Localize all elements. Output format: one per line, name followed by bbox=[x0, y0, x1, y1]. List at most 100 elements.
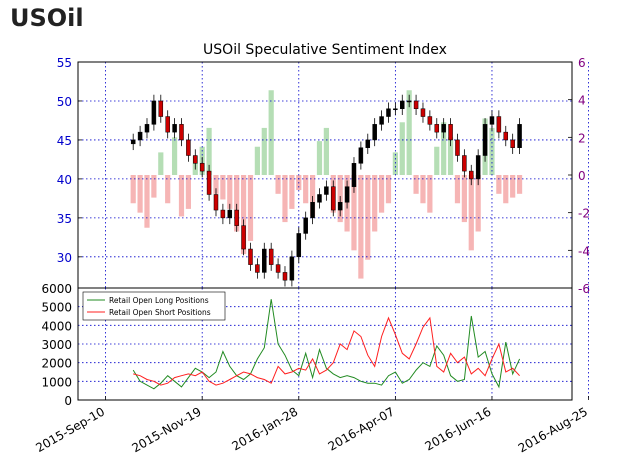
price-candle bbox=[455, 139, 460, 156]
short-sentiment-bar bbox=[144, 175, 150, 228]
long-sentiment-bar bbox=[316, 141, 323, 175]
positions-tick-label: 3000 bbox=[41, 338, 72, 352]
price-candle bbox=[310, 202, 315, 219]
long-positions-line bbox=[132, 299, 521, 390]
short-sentiment-bar bbox=[227, 175, 233, 209]
price-candle bbox=[165, 116, 170, 133]
short-sentiment-bar bbox=[378, 175, 385, 213]
positions-tick-label: 4000 bbox=[41, 319, 72, 333]
price-candle bbox=[206, 170, 212, 195]
sentiment-tick-label: 6 bbox=[578, 56, 586, 70]
short-sentiment-bar bbox=[303, 175, 309, 204]
price-candle bbox=[268, 248, 274, 265]
short-sentiment-bar bbox=[468, 175, 474, 251]
price-candle bbox=[130, 139, 136, 145]
price-candle bbox=[372, 124, 377, 141]
short-sentiment-bar bbox=[461, 175, 467, 223]
price-candle bbox=[227, 209, 233, 219]
price-candle bbox=[296, 233, 302, 258]
long-sentiment-bar bbox=[399, 122, 405, 175]
short-sentiment-bar bbox=[309, 175, 316, 217]
x-tick-label: 2016-Jan-28 bbox=[230, 404, 301, 453]
x-tick-label: 2015-Sep-10 bbox=[33, 404, 107, 455]
price-candle bbox=[351, 163, 357, 187]
short-sentiment-bar bbox=[454, 175, 461, 204]
price-candle bbox=[503, 131, 509, 141]
price-candle bbox=[475, 155, 481, 180]
price-candle bbox=[234, 209, 239, 226]
price-candle bbox=[462, 155, 467, 172]
price-tick-label: 40 bbox=[57, 173, 72, 187]
price-tick-label: 30 bbox=[57, 251, 72, 265]
price-candle bbox=[413, 100, 419, 110]
long-sentiment-bar bbox=[434, 146, 440, 175]
short-sentiment-bar bbox=[220, 175, 226, 200]
price-candle bbox=[379, 116, 384, 125]
short-sentiment-bar bbox=[510, 175, 516, 198]
price-tick-label: 35 bbox=[57, 212, 72, 226]
price-candle bbox=[275, 264, 281, 273]
price-candle bbox=[365, 139, 371, 148]
price-candle bbox=[510, 139, 515, 148]
price-candle bbox=[331, 186, 336, 211]
positions-plot-frame bbox=[77, 287, 573, 401]
legend-label: Retail Open Short Positions bbox=[109, 308, 211, 317]
long-sentiment-bar bbox=[206, 127, 212, 175]
long-sentiment-bar bbox=[254, 146, 260, 175]
price-candle bbox=[386, 108, 391, 117]
price-panel: 30 35 40 45 50 55 -6 -4 -2 0 2 4 6 bbox=[57, 56, 590, 296]
long-sentiment-bar bbox=[158, 152, 164, 175]
price-candle bbox=[337, 202, 343, 211]
sentiment-tick-label: 4 bbox=[578, 94, 586, 108]
price-candle bbox=[496, 116, 502, 133]
x-axis: 2015-Sep-10 2015-Nov-19 2016-Jan-28 2016-Ap… bbox=[33, 396, 590, 455]
price-tick-label: 55 bbox=[57, 56, 72, 70]
price-candle bbox=[193, 155, 198, 164]
short-sentiment-bar bbox=[351, 175, 357, 251]
short-sentiment-bar bbox=[240, 175, 247, 255]
positions-tick-label: 1000 bbox=[41, 375, 72, 389]
price-candle bbox=[358, 147, 364, 164]
short-sentiment-bar bbox=[365, 175, 371, 260]
long-sentiment-bar bbox=[447, 137, 454, 175]
legend: Retail Open Long Positions Retail Open Sh… bbox=[82, 291, 226, 321]
price-candle bbox=[282, 272, 288, 281]
price-candle bbox=[199, 163, 205, 172]
legend-label: Retail Open Long Positions bbox=[109, 296, 209, 305]
x-tick-label: 2015-Nov-19 bbox=[130, 404, 204, 455]
long-sentiment-bar bbox=[171, 137, 178, 175]
price-candle bbox=[248, 248, 253, 265]
price-candle bbox=[158, 100, 164, 117]
short-sentiment-bar bbox=[372, 175, 378, 232]
short-sentiment-bar bbox=[420, 175, 426, 204]
price-candle bbox=[448, 124, 453, 141]
short-sentiment-bar bbox=[503, 175, 509, 204]
price-candle bbox=[179, 124, 184, 141]
price-candle bbox=[324, 186, 329, 195]
short-sentiment-bar bbox=[130, 175, 136, 204]
short-sentiment-bar bbox=[427, 175, 433, 213]
positions-tick-label: 5000 bbox=[41, 301, 72, 315]
price-candle bbox=[289, 256, 295, 281]
sentiment-tick-label: -2 bbox=[578, 207, 590, 221]
long-sentiment-bar bbox=[406, 90, 412, 175]
short-sentiment-bar bbox=[496, 175, 502, 194]
short-positions-line bbox=[133, 316, 520, 386]
price-candle bbox=[241, 225, 246, 250]
price-candle bbox=[317, 194, 322, 203]
price-candle bbox=[213, 194, 219, 211]
short-sentiment-bar bbox=[178, 175, 185, 217]
short-sentiment-bar bbox=[165, 175, 171, 204]
price-candle bbox=[393, 108, 398, 111]
short-sentiment-bar bbox=[151, 175, 157, 198]
positions-tick-label: 2000 bbox=[41, 357, 72, 371]
legend-box bbox=[82, 291, 226, 321]
price-candle bbox=[434, 124, 440, 133]
price-candle bbox=[344, 186, 350, 203]
price-candle bbox=[406, 100, 412, 103]
short-sentiment-bar bbox=[358, 175, 364, 279]
price-candle bbox=[517, 124, 522, 148]
short-sentiment-bar bbox=[247, 175, 254, 241]
price-candle bbox=[482, 124, 488, 156]
